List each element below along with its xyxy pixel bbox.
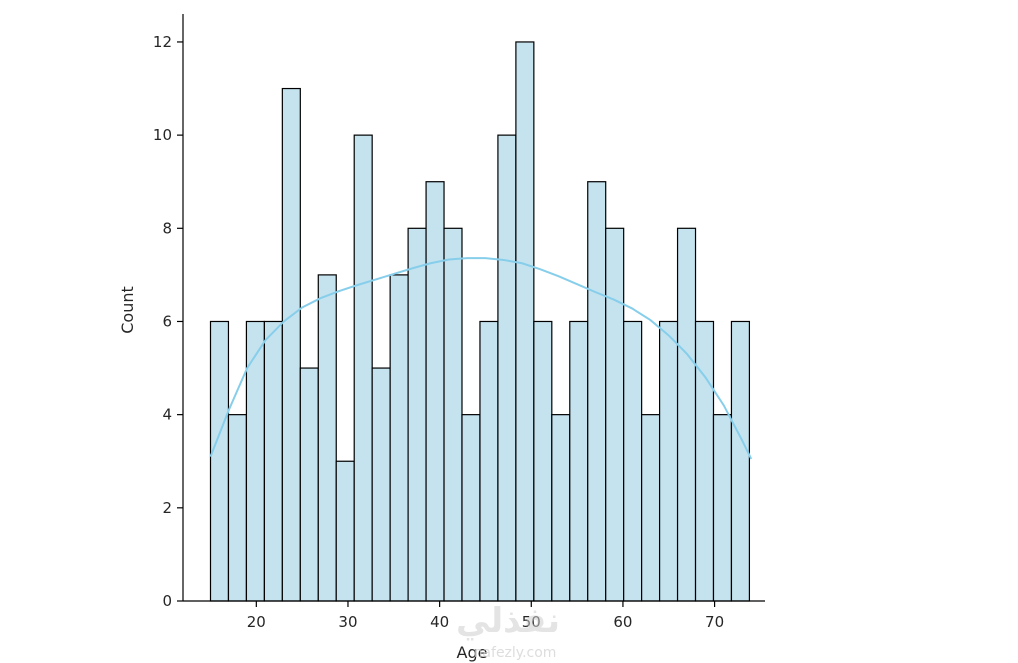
x-tick-label: 20	[247, 613, 266, 631]
histogram-bar	[371, 367, 391, 602]
histogram-bar	[497, 134, 517, 602]
histogram-bar	[335, 460, 355, 602]
histogram-bar	[551, 414, 571, 602]
y-tick-label: 12	[153, 33, 172, 51]
histogram-bar	[407, 227, 427, 602]
histogram-bar	[605, 227, 625, 602]
histogram-bar	[569, 320, 589, 602]
histogram-bar	[730, 320, 751, 602]
histogram-bar	[227, 414, 248, 602]
histogram-bar	[353, 134, 373, 602]
kde-curve	[209, 257, 753, 460]
histogram-bar	[443, 227, 463, 602]
histogram-bar	[281, 87, 301, 602]
watermark-latin: nafezly.com	[474, 645, 557, 661]
histogram-bar	[712, 414, 733, 602]
y-axis-label: Count	[118, 286, 137, 334]
histogram-bar	[209, 320, 230, 602]
histogram-bar	[299, 367, 319, 602]
histogram-bar	[263, 320, 283, 602]
histogram-bar	[479, 320, 499, 602]
y-tick-label: 10	[153, 126, 172, 144]
bars-group	[209, 41, 751, 602]
histogram-bar	[641, 414, 661, 602]
x-tick-label: 70	[705, 613, 724, 631]
x-tick-label: 50	[522, 613, 541, 631]
histogram-bar	[317, 274, 337, 602]
histogram-bar	[623, 320, 643, 602]
y-ticks-group: 0 2 4 6 8 10 12	[153, 33, 183, 610]
x-tick-label: 30	[338, 613, 357, 631]
histogram-bar	[533, 320, 553, 602]
x-axis-label: Age	[457, 643, 488, 662]
x-tick-label: 40	[430, 613, 449, 631]
watermark-arabic: نفذلي	[456, 601, 560, 641]
histogram-bar	[676, 227, 697, 602]
y-tick-label: 6	[162, 312, 172, 330]
histogram-bar	[461, 414, 481, 602]
y-tick-label: 4	[162, 406, 172, 424]
x-tick-label: 60	[613, 613, 632, 631]
histogram-bar	[515, 41, 535, 602]
x-ticks-group: 20 30 40 50 60 70	[247, 601, 724, 631]
y-tick-label: 0	[162, 592, 172, 610]
y-tick-label: 2	[162, 499, 172, 517]
histogram-bar	[587, 181, 607, 602]
histogram-bar	[425, 181, 445, 602]
histogram-bar	[694, 320, 715, 602]
histogram-bar	[389, 274, 409, 602]
histogram-bar	[658, 320, 679, 602]
y-tick-label: 8	[162, 219, 172, 237]
